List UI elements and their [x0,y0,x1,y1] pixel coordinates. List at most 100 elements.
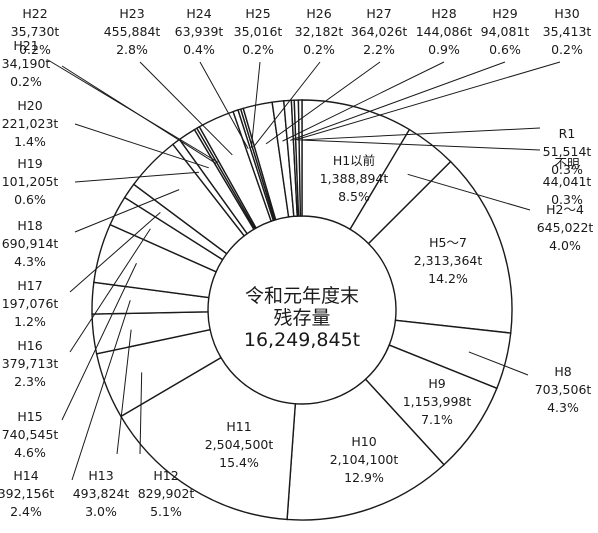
slice-value: 35,730t [11,24,60,39]
slice-label-6: H11 2,504,500t 15.4% [205,419,274,470]
slice-percent: 2.3% [14,374,46,389]
slice-value: 2,504,500t [205,437,274,452]
slice-label-18: H23 455,884t 2.8% [104,6,161,57]
slice-value: 2,313,364t [414,253,483,268]
leader-line-26 [297,127,541,141]
center-line-1: 令和元年度末 [245,285,359,307]
slice-label-5: H10 2,104,100t 12.9% [330,434,399,485]
leader-line-10 [61,263,137,421]
slice-label-4: H9 1,153,998t 7.1% [403,376,472,427]
slice-label-23: H28 144,086t 0.9% [416,6,473,57]
leader-line-8 [116,329,132,455]
slice-name: H24 [186,6,211,21]
slice-name: H30 [554,6,579,21]
slice-percent: 2.4% [10,504,42,519]
slice-value: 1,388,894t [320,171,389,186]
slice-value: 197,076t [2,296,59,311]
center-line-3: 16,249,845t [244,329,360,351]
slice-name: H23 [119,6,144,21]
slice-label-10: H15 740,545t 4.6% [2,409,59,460]
slice-label-19: H24 63,939t 0.4% [175,6,224,57]
leader-line-14 [74,171,199,183]
slice-value: 144,086t [416,24,473,39]
labels-group: H1以前 1,388,894t 8.5% H2～4 645,022t 4.0% H5～7 2,… [0,6,593,519]
slice-name: H10 [351,434,376,449]
slice-name: H13 [88,468,113,483]
leader-lines-group [47,59,561,481]
slice-percent: 8.5% [338,189,370,204]
slice-name: H14 [13,468,38,483]
slice-name: H21 [13,38,38,53]
slice-name: H16 [17,338,42,353]
slice-name: R1 [559,126,576,141]
leader-line-27 [300,139,541,151]
slice-percent: 7.1% [421,412,453,427]
slice-percent: 4.3% [14,254,46,269]
slice-label-0: H1以前 1,388,894t 8.5% [320,153,389,204]
slices-group [91,99,513,521]
slice-value: 703,506t [535,382,592,397]
slice-label-14: H19 101,205t 0.6% [2,156,59,207]
leader-line-21 [253,61,321,148]
slice-label-20: H25 35,016t 0.2% [234,6,283,57]
slice-value: 1,153,998t [403,394,472,409]
slice-value: 35,413t [543,24,592,39]
slice-name: H5～7 [429,235,467,250]
slice-value: 829,902t [138,486,195,501]
slice-value: 392,156t [0,486,54,501]
slice-name: H18 [17,218,42,233]
slice-name: H11 [226,419,251,434]
leader-line-11 [69,228,151,353]
slice-label-12: H17 197,076t 1.2% [2,278,59,329]
leader-line-9 [71,300,131,481]
leader-line-3 [468,351,529,376]
slice-value: 364,026t [351,24,408,39]
slice-value: 63,939t [175,24,224,39]
slice-value: 645,022t [537,220,594,235]
slice-value: 44,041t [543,174,592,189]
slice-value: 51,514t [543,144,592,159]
slice-label-11: H16 379,713t 2.3% [2,338,59,389]
slice-name: H9 [428,376,445,391]
slice-name: H22 [22,6,47,21]
slice-label-26: R1 51,514t 0.3% [543,126,592,177]
slice-percent: 0.2% [10,74,42,89]
slice-percent: 0.6% [14,192,46,207]
slice-name: H1以前 [333,153,375,168]
slice-label-13: H18 690,914t 4.3% [2,218,59,269]
slice-percent: 2.2% [363,42,395,57]
slice-name: H15 [17,409,42,424]
slice-percent: 5.1% [150,504,182,519]
slice-percent: 14.2% [428,271,468,286]
slice-label-7: H12 829,902t 5.1% [138,468,195,519]
leader-line-23 [282,61,445,142]
leader-line-18 [139,61,233,156]
slice-5 [286,378,445,521]
leader-line-25 [294,61,561,141]
slice-percent: 12.9% [344,470,384,485]
leader-line-24 [290,61,506,141]
slice-value: 2,104,100t [330,452,399,467]
slice-percent: 0.9% [428,42,460,57]
slice-label-25: H30 35,413t 0.2% [543,6,592,57]
leader-line-20 [250,61,261,148]
slice-percent: 2.8% [116,42,148,57]
leader-line-17 [47,59,219,163]
slice-label-21: H26 32,182t 0.2% [295,6,344,57]
slice-label-24: H29 94,081t 0.6% [481,6,530,57]
slice-label-17: H22 35,730t 0.2% [11,6,60,57]
leader-line-19 [199,61,249,149]
slice-value: 35,016t [234,24,283,39]
slice-percent: 3.0% [85,504,117,519]
slice-value: 34,190t [2,56,51,71]
leader-line-7 [139,372,143,455]
slice-label-8: H13 493,824t 3.0% [73,468,130,519]
slice-name: H27 [366,6,391,21]
center-text-group: 令和元年度末 残存量 16,249,845t [244,285,360,351]
slice-label-22: H27 364,026t 2.2% [351,6,408,57]
slice-percent: 0.4% [183,42,215,57]
slice-value: 493,824t [73,486,130,501]
slice-name: 不明 [554,156,579,171]
slice-percent: 0.2% [551,42,583,57]
